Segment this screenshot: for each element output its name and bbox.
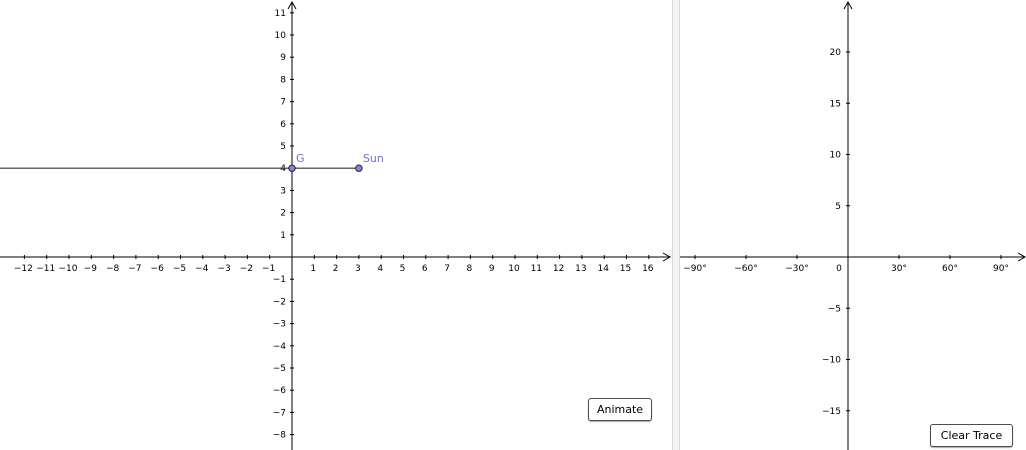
x-tick-label: 30°	[891, 264, 907, 274]
x-tick-label: 60°	[942, 264, 958, 274]
x-tick-label: 16	[642, 264, 654, 274]
graphics-view-2[interactable]: −90° −60° −30° 30° 60° 90° 0 −15 −10 −5 5 10 15 20	[680, 0, 1026, 450]
y-tick-label: 5	[835, 202, 841, 212]
y-tick-label: 9	[280, 53, 286, 63]
x-tick-label: −8	[106, 264, 120, 274]
y-tick-label: −3	[273, 320, 286, 330]
x-tick-label: 8	[467, 264, 473, 274]
y-tick-label: −4	[273, 342, 287, 352]
y-tick-label: 4	[280, 164, 286, 174]
x-tick-label: 7	[444, 264, 450, 274]
x-tick-label: 13	[575, 264, 586, 274]
x-tick-label: −5	[173, 264, 186, 274]
y-tick-label: −5	[273, 364, 286, 374]
coordinate-plane-left[interactable]: −12 −11 −10 −9 −8 −7 −6 −5 −4 −3 −2 −1 1 2 3 4 5 6 7 8 9 10 11…	[0, 0, 672, 450]
point-label-g: G	[296, 152, 305, 165]
y-tick-label: −10	[822, 356, 841, 366]
x-axis-arrow	[662, 252, 672, 262]
origin-label: 0	[836, 264, 842, 274]
x-tick-label: −10	[59, 264, 78, 274]
y-tick-label: 1	[280, 231, 286, 241]
y-axis-arrow	[843, 0, 853, 10]
y-tick-label: −5	[828, 304, 841, 314]
y-tick-label: 3	[280, 186, 286, 196]
x-tick-label: −7	[128, 264, 141, 274]
y-tick-label: 20	[830, 48, 842, 58]
y-tick-label: −15	[822, 407, 841, 417]
y-tick-label: −1	[273, 275, 286, 285]
x-tick-label: 9	[489, 264, 495, 274]
x-tick-label: 4	[377, 264, 383, 274]
x-tick-label: 3	[355, 264, 361, 274]
y-tick-label: 11	[275, 9, 286, 19]
y-tick-label: 15	[830, 99, 841, 109]
y-tick-label: −7	[273, 408, 286, 418]
x-tick-label: 6	[422, 264, 428, 274]
x-tick-label: −11	[36, 264, 55, 274]
x-tick-label: −30°	[785, 264, 809, 274]
x-tick-label: 12	[553, 264, 564, 274]
x-tick-label: 2	[333, 264, 339, 274]
y-tick-label: 7	[280, 98, 286, 108]
y-tick-label: −8	[273, 431, 287, 441]
y-tick-label: 10	[275, 31, 287, 41]
point-g	[288, 164, 296, 172]
x-tick-label: −12	[14, 264, 33, 274]
animate-button[interactable]: Animate	[588, 398, 652, 421]
x-tick-label: −60°	[734, 264, 758, 274]
x-tick-label: 15	[620, 264, 631, 274]
x-tick-label: −9	[84, 264, 98, 274]
coordinate-plane-right[interactable]: −90° −60° −30° 30° 60° 90° 0 −15 −10 −5 5 10 15 20	[680, 0, 1026, 450]
y-axis-arrow	[287, 0, 297, 10]
y-tick-label: −6	[273, 386, 287, 396]
x-tick-label: −1	[262, 264, 275, 274]
x-tick-label: 90°	[993, 264, 1009, 274]
x-tick-label: −4	[195, 264, 209, 274]
view-splitter[interactable]	[672, 0, 680, 450]
x-tick-label: −2	[240, 264, 253, 274]
x-tick-label: 5	[400, 264, 406, 274]
graphics-view-1[interactable]: −12 −11 −10 −9 −8 −7 −6 −5 −4 −3 −2 −1 1 2 3 4 5 6 7 8 9 10 11…	[0, 0, 672, 450]
y-tick-label: 5	[280, 142, 286, 152]
x-tick-label: 14	[597, 264, 609, 274]
y-tick-label: 8	[280, 75, 286, 85]
x-tick-label: −6	[151, 264, 165, 274]
point-label-sun: Sun	[363, 152, 384, 165]
x-tick-label: −90°	[683, 264, 707, 274]
x-tick-label: 1	[310, 264, 316, 274]
x-tick-label: −3	[217, 264, 230, 274]
y-tick-label: 6	[280, 120, 286, 130]
x-tick-label: 11	[531, 264, 542, 274]
y-tick-label: 2	[280, 209, 286, 219]
y-tick-label: 10	[830, 151, 842, 161]
x-tick-label: 10	[508, 264, 520, 274]
y-tick-label: −2	[273, 297, 286, 307]
point-sun	[355, 164, 363, 172]
clear-trace-button[interactable]: Clear Trace	[930, 424, 1013, 447]
x-axis-arrow	[1017, 252, 1026, 262]
